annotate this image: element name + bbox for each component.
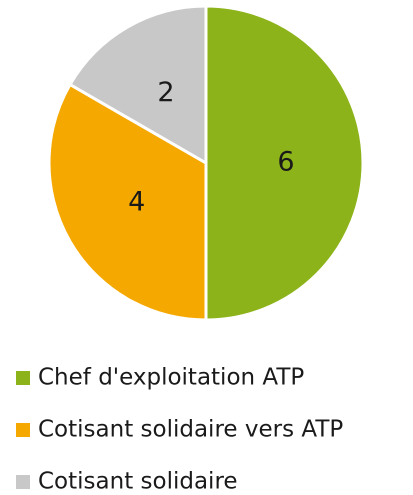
pie-slice [67, 4, 208, 166]
pie-slice [204, 4, 365, 322]
legend-label: Chef d'exploitation ATP [38, 365, 304, 391]
legend-label: Cotisant solidaire [38, 469, 238, 495]
data-label: 2 [157, 77, 174, 108]
data-label: 6 [277, 147, 294, 178]
legend-label: Cotisant solidaire vers ATP [38, 417, 343, 443]
data-label: 4 [128, 187, 145, 218]
legend-swatch [16, 423, 30, 437]
pie-slice [47, 82, 208, 322]
legend-swatch [16, 371, 30, 385]
legend-swatch [16, 475, 30, 489]
